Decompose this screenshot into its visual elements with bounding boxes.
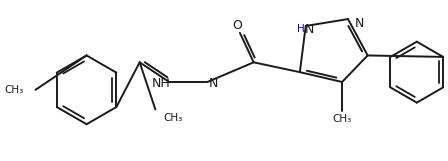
Text: CH₃: CH₃ [163, 113, 182, 123]
Text: CH₃: CH₃ [332, 114, 352, 124]
Text: N: N [305, 23, 314, 36]
Text: CH₃: CH₃ [4, 85, 24, 95]
Text: H: H [297, 24, 305, 34]
Text: N: N [209, 77, 218, 90]
Text: O: O [232, 19, 242, 33]
Text: NH: NH [152, 77, 171, 90]
Text: N: N [355, 17, 365, 29]
